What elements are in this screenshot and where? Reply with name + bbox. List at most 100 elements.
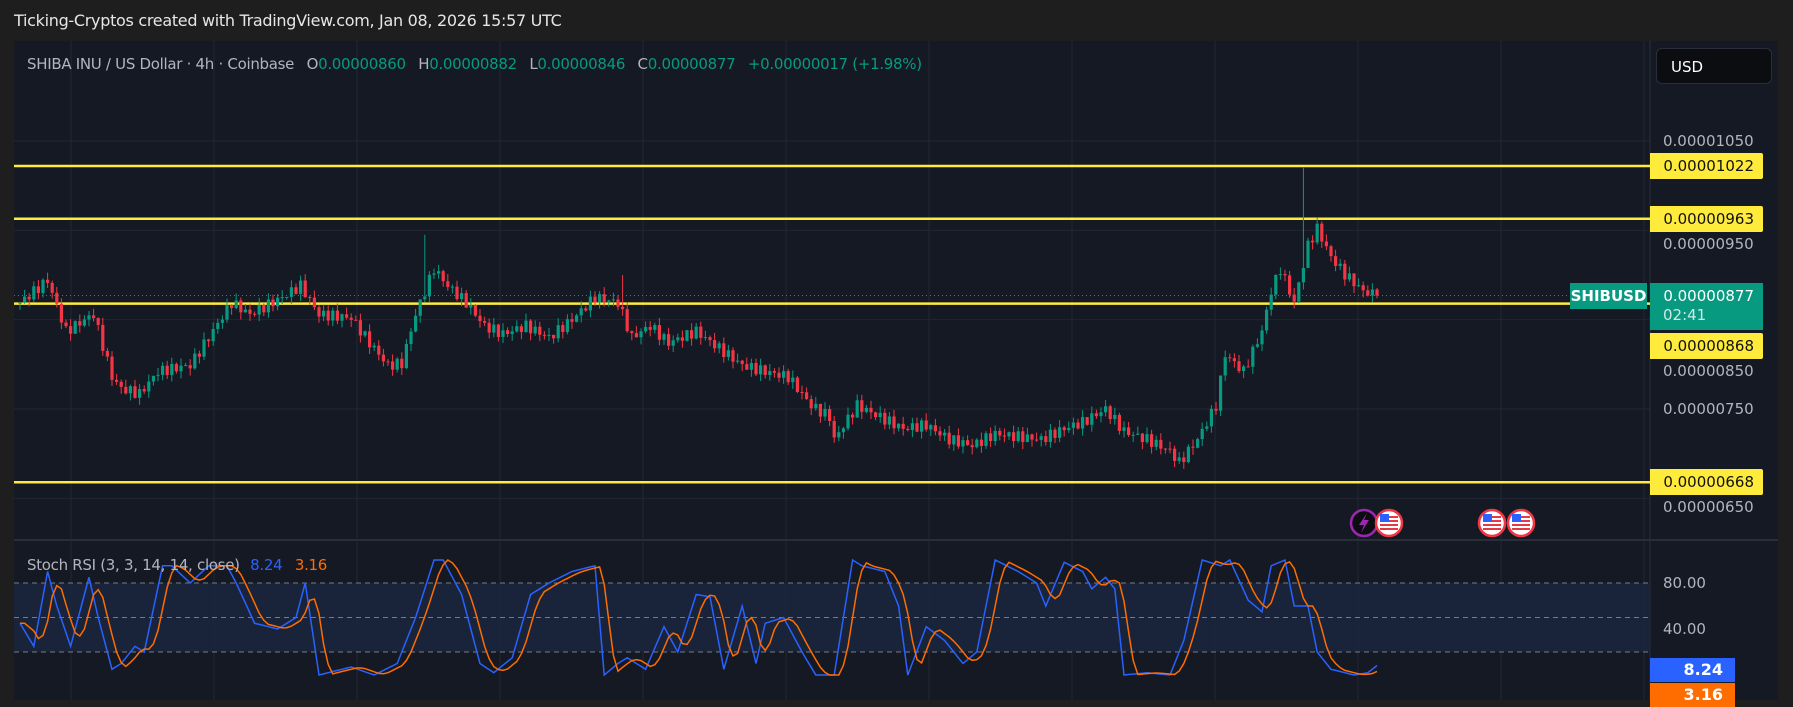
symbol-description[interactable]: SHIBA INU / US Dollar · 4h · Coinbase — [27, 55, 295, 73]
candle-up — [243, 309, 247, 313]
lightning-icon[interactable] — [1349, 508, 1379, 538]
candle-down — [326, 310, 330, 321]
candle-down — [1150, 434, 1154, 447]
candle-down — [59, 303, 63, 323]
candle-down — [1127, 427, 1131, 435]
candle-up — [961, 440, 965, 447]
currency-button[interactable]: USD — [1656, 48, 1772, 84]
candle-up — [73, 321, 77, 334]
candle-up — [23, 296, 27, 303]
candle-down — [869, 407, 873, 413]
candle-down — [1012, 432, 1016, 442]
candle-down — [1343, 263, 1347, 280]
current-price-label: 0.00000877 02:41 — [1650, 283, 1763, 330]
candle-up — [184, 365, 188, 367]
candle-down — [800, 392, 804, 394]
candle-down — [230, 305, 234, 309]
candle-up — [662, 334, 666, 340]
candle-up — [837, 432, 841, 438]
candle-down — [1366, 290, 1370, 296]
candle-up — [289, 287, 293, 297]
candle-down — [1140, 433, 1144, 443]
candle-up — [1205, 426, 1209, 429]
candle-down — [708, 337, 712, 341]
candle-up — [460, 293, 464, 300]
us-flag-icon[interactable] — [1506, 508, 1536, 538]
candle-up — [515, 326, 519, 332]
candle-down — [262, 305, 266, 313]
chart-title: Ticking-Cryptos created with TradingView… — [14, 11, 562, 30]
candle-down — [966, 440, 970, 446]
candle-down — [998, 430, 1002, 436]
candle-up — [1200, 428, 1204, 440]
us-flag-icon[interactable] — [1374, 508, 1404, 538]
candle-up — [736, 360, 740, 362]
candle-down — [1283, 274, 1287, 276]
stoch-rsi-legend[interactable]: Stoch RSI (3, 3, 14, 14, close) 8.24 3.1… — [27, 556, 327, 574]
candle-up — [1301, 267, 1305, 283]
candle-up — [749, 362, 753, 370]
price-axis-tick: 0.00000750 — [1663, 400, 1754, 418]
candle-down — [303, 280, 307, 298]
candle-up — [1219, 375, 1223, 411]
ohlc-legend: SHIBA INU / US Dollar · 4h · Coinbase O0… — [27, 55, 922, 73]
candle-up — [791, 377, 795, 383]
candle-down — [92, 315, 96, 319]
candle-down — [197, 353, 201, 357]
candle-up — [993, 430, 997, 442]
candle-up — [299, 280, 303, 294]
candle-up — [846, 414, 850, 429]
candle-up — [82, 319, 86, 326]
candle-down — [970, 445, 974, 448]
candle-up — [1007, 432, 1011, 437]
close-value: 0.00000877 — [647, 55, 736, 73]
candle-up — [1297, 282, 1301, 302]
candle-down — [174, 363, 178, 372]
candle-up — [1347, 273, 1351, 280]
candle-down — [754, 362, 758, 375]
candle-down — [561, 325, 565, 332]
candle-down — [901, 423, 905, 429]
candle-down — [78, 321, 82, 326]
candle-up — [1251, 346, 1255, 367]
candle-down — [239, 300, 243, 313]
candle-down — [542, 334, 546, 336]
us-flag-icon[interactable] — [1477, 508, 1507, 538]
k-value: 8.24 — [250, 556, 283, 574]
candle-up — [703, 337, 707, 339]
candle-down — [335, 310, 339, 321]
candle-up — [524, 320, 528, 333]
candle-up — [694, 326, 698, 339]
candle-down — [36, 286, 40, 294]
candle-down — [349, 317, 353, 320]
candle-up — [179, 365, 183, 372]
candle-up — [276, 297, 280, 307]
candle-down — [473, 305, 477, 316]
candle-up — [280, 297, 284, 299]
candle-down — [552, 334, 556, 339]
candle-down — [358, 320, 362, 336]
candle-down — [1352, 273, 1356, 287]
candle-down — [441, 271, 445, 282]
candle-up — [257, 305, 261, 315]
candle-up — [547, 334, 551, 336]
candle-up — [363, 331, 367, 336]
stoch-axis-tick: 40.00 — [1663, 620, 1706, 638]
candle-up — [220, 319, 224, 323]
candle-up — [952, 435, 956, 445]
candle-down — [1117, 414, 1121, 431]
candle-down — [818, 403, 822, 417]
candle-up — [1048, 429, 1052, 442]
candle-down — [657, 325, 661, 340]
candle-down — [50, 282, 54, 293]
candle-up — [929, 425, 933, 430]
level-price-label: 0.00000868 — [1650, 333, 1763, 359]
bar-countdown: 02:41 — [1663, 306, 1707, 324]
candle-down — [593, 296, 597, 303]
candle-up — [1255, 344, 1259, 347]
low-value: 0.00000846 — [537, 55, 626, 73]
candle-up — [432, 273, 436, 275]
candle-down — [892, 416, 896, 429]
candle-down — [253, 313, 257, 315]
